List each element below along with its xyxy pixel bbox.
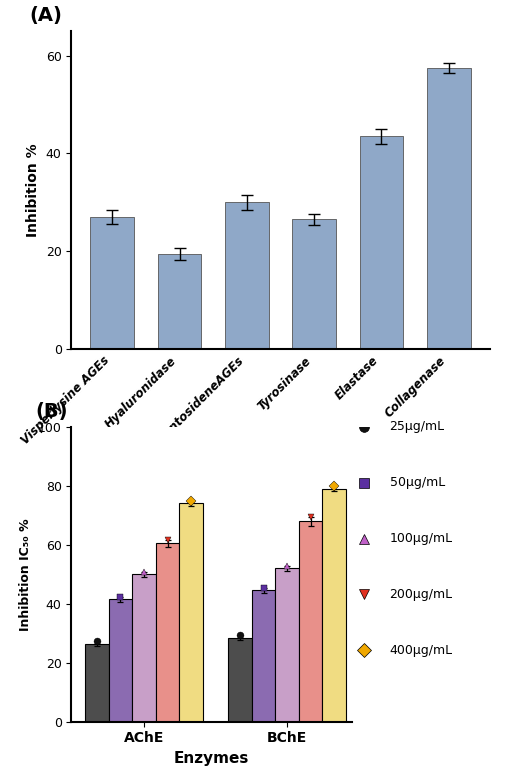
Bar xyxy=(85,643,108,722)
Bar xyxy=(275,568,298,722)
Bar xyxy=(298,521,322,722)
Text: 25μg/mL: 25μg/mL xyxy=(389,421,444,433)
Text: 200μg/mL: 200μg/mL xyxy=(389,588,452,601)
Bar xyxy=(90,217,134,349)
Text: (B): (B) xyxy=(35,402,67,421)
Text: 100μg/mL: 100μg/mL xyxy=(389,532,452,545)
Bar xyxy=(228,638,251,722)
X-axis label: Enzymes: Enzymes xyxy=(174,751,249,766)
Y-axis label: Inhibition %: Inhibition % xyxy=(26,144,40,237)
Bar xyxy=(132,574,155,722)
Bar xyxy=(108,599,132,722)
Bar xyxy=(322,489,345,722)
Bar xyxy=(155,543,179,722)
Text: 50μg/mL: 50μg/mL xyxy=(389,476,444,489)
Bar xyxy=(179,504,203,722)
Bar xyxy=(157,254,201,349)
Bar xyxy=(251,591,275,722)
Bar xyxy=(224,203,268,349)
Y-axis label: Inhibition IC₅₀ %: Inhibition IC₅₀ % xyxy=(19,518,32,631)
Text: 400μg/mL: 400μg/mL xyxy=(389,644,452,656)
Bar xyxy=(359,137,403,349)
Text: (A): (A) xyxy=(30,5,62,25)
Bar xyxy=(292,220,335,349)
Bar xyxy=(426,68,470,349)
